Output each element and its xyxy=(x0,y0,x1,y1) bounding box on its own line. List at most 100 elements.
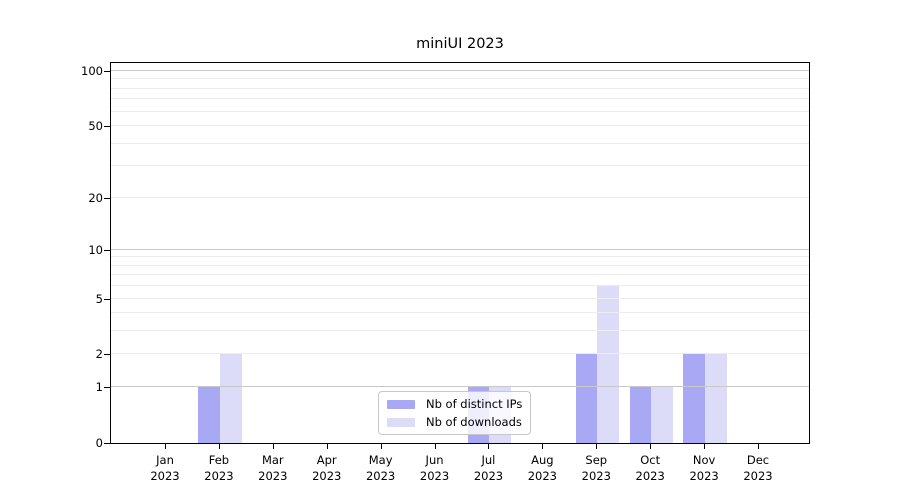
x-tick-month: May xyxy=(368,453,393,467)
gridline xyxy=(111,87,809,89)
y-tick-label: 2 xyxy=(95,347,103,362)
y-tick xyxy=(104,354,110,356)
x-tick-label: Jun 2023 xyxy=(405,452,465,484)
x-tick-year: 2023 xyxy=(365,469,396,483)
x-tick xyxy=(434,444,436,449)
bar xyxy=(198,387,220,443)
legend-item: Nb of downloads xyxy=(387,415,522,429)
x-tick-month: Oct xyxy=(640,453,661,467)
x-tick xyxy=(380,444,382,449)
gridline xyxy=(111,312,809,314)
x-tick-label: Jul 2023 xyxy=(458,452,518,484)
x-tick-label: Mar 2023 xyxy=(243,452,303,484)
x-tick xyxy=(272,444,274,449)
x-tick-label: Apr 2023 xyxy=(297,452,357,484)
x-tick-label: Nov 2023 xyxy=(674,452,734,484)
legend-swatch xyxy=(387,399,415,409)
y-tick-label: 50 xyxy=(88,119,103,134)
gridline xyxy=(111,297,809,299)
legend-label: Nb of distinct IPs xyxy=(426,397,523,411)
y-tick-label: 20 xyxy=(88,190,103,205)
x-tick-year: 2023 xyxy=(150,469,180,483)
y-tick-label: 100 xyxy=(81,63,103,78)
x-tick-year: 2023 xyxy=(689,469,719,483)
gridline xyxy=(111,142,809,144)
x-tick-month: Sep xyxy=(585,453,608,467)
gridline xyxy=(111,196,809,198)
x-tick xyxy=(326,444,328,449)
y-tick xyxy=(104,197,110,199)
x-tick-year: 2023 xyxy=(635,469,665,483)
legend-item: Nb of distinct IPs xyxy=(387,397,522,411)
legend: Nb of distinct IPs Nb of downloads xyxy=(378,391,532,435)
x-tick xyxy=(542,444,544,449)
x-tick-label: Feb 2023 xyxy=(189,452,249,484)
y-tick xyxy=(104,443,110,444)
x-tick-label: Jan 2023 xyxy=(135,452,195,484)
y-tick xyxy=(104,298,110,300)
gridline xyxy=(111,110,809,112)
x-tick-month: Apr xyxy=(316,453,337,467)
y-tick-label: 1 xyxy=(95,380,103,395)
bar xyxy=(629,387,652,443)
y-tick xyxy=(104,70,110,72)
plot-area: Nb of distinct IPs Nb of downloads xyxy=(110,62,810,444)
x-tick-label: Dec 2023 xyxy=(728,452,788,484)
x-tick-month: Feb xyxy=(208,453,230,467)
x-tick-year: 2023 xyxy=(419,469,450,483)
x-tick-label: Aug 2023 xyxy=(512,452,572,484)
x-tick-month: Mar xyxy=(261,453,284,467)
gridline xyxy=(111,353,809,355)
x-tick-label: Sep 2023 xyxy=(566,452,626,484)
x-tick-year: 2023 xyxy=(527,469,557,483)
x-tick xyxy=(650,444,652,449)
legend-label: Nb of downloads xyxy=(426,415,522,429)
x-tick-year: 2023 xyxy=(312,469,342,483)
gridline xyxy=(111,248,809,250)
y-tick xyxy=(104,249,110,251)
gridline xyxy=(111,125,809,127)
x-tick-month: Jul xyxy=(481,453,496,467)
bar xyxy=(597,286,619,443)
gridline xyxy=(111,285,809,287)
x-tick-year: 2023 xyxy=(258,469,288,483)
x-tick-year: 2023 xyxy=(743,469,773,483)
x-tick xyxy=(757,444,759,449)
grid-layer xyxy=(111,63,809,443)
bar xyxy=(683,354,706,443)
x-tick xyxy=(165,444,166,449)
x-tick xyxy=(488,444,490,449)
x-tick-month: Jan xyxy=(156,453,174,467)
y-tick-label: 10 xyxy=(88,242,103,257)
x-tick-month: Dec xyxy=(746,453,770,467)
bar xyxy=(575,354,598,443)
x-tick xyxy=(704,444,706,449)
x-tick-month: Jun xyxy=(425,453,444,467)
gridline xyxy=(111,70,809,71)
gridline xyxy=(111,165,809,167)
y-tick-label: 5 xyxy=(95,291,103,306)
gridline xyxy=(111,386,809,388)
gridline xyxy=(111,274,809,276)
y-tick xyxy=(104,387,110,389)
x-tick xyxy=(218,444,220,449)
x-tick-year: 2023 xyxy=(581,469,611,483)
x-tick-label: Oct 2023 xyxy=(620,452,680,484)
y-tick-label: 0 xyxy=(95,436,103,450)
gridline xyxy=(111,98,809,100)
legend-swatch xyxy=(387,417,415,427)
y-tick xyxy=(104,126,110,128)
gridline xyxy=(111,78,809,80)
bar xyxy=(705,354,727,443)
x-tick-year: 2023 xyxy=(204,469,234,483)
chart-title: miniUI 2023 xyxy=(416,36,504,52)
gridline xyxy=(111,256,809,258)
bar xyxy=(651,387,673,443)
x-tick xyxy=(596,444,598,449)
x-tick-month: Nov xyxy=(692,453,716,467)
gridline xyxy=(111,264,809,266)
x-tick-month: Aug xyxy=(531,453,554,467)
x-tick-year: 2023 xyxy=(473,469,504,483)
bar xyxy=(219,354,242,443)
